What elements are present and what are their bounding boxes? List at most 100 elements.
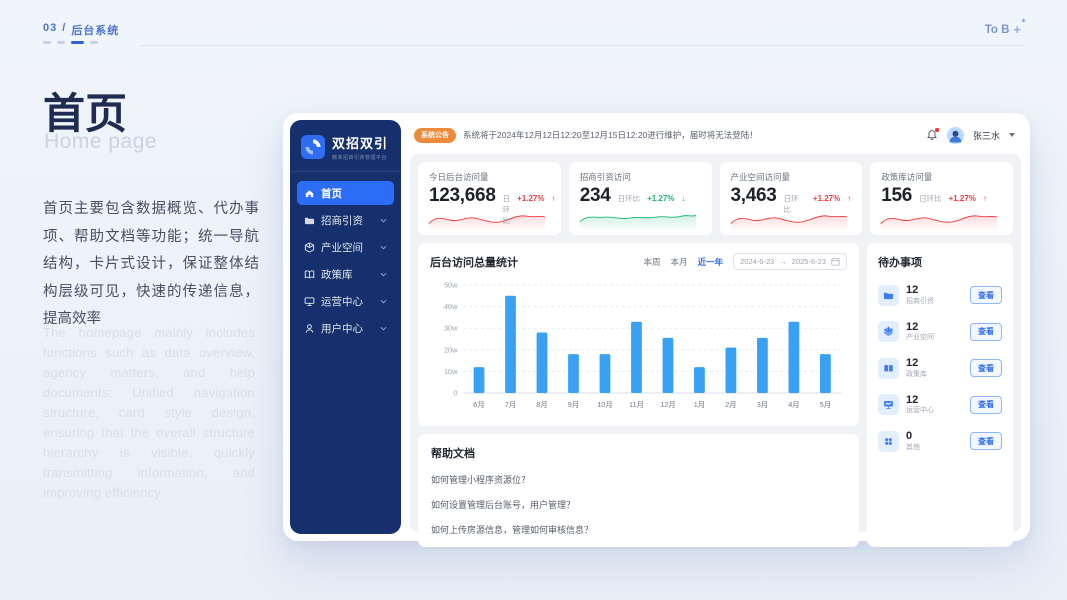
todo-row-operation: 12 运营中心 查看: [878, 394, 1002, 417]
todo-row-other: 0 其他 查看: [878, 430, 1002, 453]
chevron-down-icon: [380, 218, 387, 223]
sidebar: 双招双引 精准招商引资管理平台 首页 招商引资 产业空间 政策库: [290, 120, 401, 534]
stat-value: 234: [579, 185, 611, 206]
y-tick-label: 50w: [444, 280, 458, 289]
pagination-dash[interactable]: [57, 41, 65, 44]
monitor-icon: [304, 296, 315, 306]
nav-label: 政策库: [321, 268, 353, 281]
notification-bell-icon[interactable]: [926, 128, 939, 141]
stat-card-investment-visits[interactable]: 招商引资访问 234 日环比 +1.27% ↓: [568, 162, 712, 235]
todo-label: 产业空间: [906, 334, 934, 342]
bar: [725, 347, 737, 393]
chart-card: 后台访问总量统计 本周 本月 近一年 2024-6-23 → 2025-6-23: [418, 243, 859, 426]
bar-chart: 0 10w 20w 30w 40w 50w 6月 7月 8月 9月 10月 11月 12月 1月 2月 3月 4…: [444, 280, 842, 409]
view-button[interactable]: 查看: [970, 432, 1002, 451]
nav-label: 招商引资: [321, 214, 363, 227]
stat-value: 3,463: [730, 185, 777, 206]
y-tick-label: 10w: [444, 367, 458, 376]
help-item[interactable]: 如何上传房源信息，管理如何审核信息？: [431, 525, 594, 535]
stat-delta: +1.27%: [517, 194, 545, 203]
pagination-dash[interactable]: [90, 41, 98, 44]
view-button[interactable]: 查看: [970, 359, 1002, 378]
y-tick-label: 30w: [444, 324, 458, 333]
sidebar-item-investment[interactable]: 招商引资: [297, 208, 394, 232]
stat-label: 产业空间访问量: [730, 172, 791, 182]
calendar-icon: [831, 257, 840, 266]
sidebar-item-home[interactable]: 首页: [297, 181, 394, 205]
x-tick-label: 5月: [820, 400, 831, 409]
stat-value: 123,668: [429, 185, 496, 206]
folder-icon: [304, 217, 315, 224]
stat-card-backend-visits[interactable]: 今日后台访问量 123,668 日环比 +1.27% ↑: [418, 162, 561, 235]
pagination-dash-active[interactable]: [71, 41, 84, 44]
stat-compare-label: 日环比: [617, 194, 641, 203]
stat-delta: +1.27%: [812, 194, 841, 203]
x-tick-label: 12月: [660, 400, 675, 409]
x-tick-label: 1月: [694, 400, 705, 409]
chart-title: 后台访问总量统计: [430, 256, 518, 269]
help-title: 帮助文档: [431, 448, 475, 460]
app-header: 系统公告 系统将于2024年12月12日12:20至12月15日12:20进行维…: [408, 120, 1023, 150]
trend-arrow-icon: ↓: [681, 194, 686, 203]
book-icon: [304, 270, 315, 279]
sparkline-red: [880, 215, 998, 231]
todo-title: 待办事项: [878, 257, 922, 269]
corner-label: To B +: [984, 18, 1027, 37]
x-tick-label: 2月: [725, 400, 736, 409]
todo-label: 运营中心: [906, 407, 934, 415]
brand-block: 双招双引 精准招商引资管理平台: [290, 120, 401, 172]
brand-logo-icon: [301, 135, 325, 159]
bar: [505, 295, 516, 393]
caret-down-icon[interactable]: [1009, 133, 1015, 137]
stat-label: 今日后台访问量: [429, 172, 489, 182]
tab-this-month[interactable]: 本月: [670, 256, 688, 267]
trend-arrow-icon: ↑: [551, 194, 556, 203]
breadcrumb-label: 后台系统: [71, 25, 120, 37]
content-area: 今日后台访问量 123,668 日环比 +1.27% ↑ 招商引资访问: [410, 154, 1021, 547]
nav-label: 首页: [321, 187, 342, 200]
bar: [599, 354, 611, 393]
todo-label: 政策库: [906, 370, 927, 378]
username[interactable]: 张三水: [972, 130, 1000, 141]
main-area: 系统公告 系统将于2024年12月12日12:20至12月15日12:20进行维…: [408, 120, 1023, 547]
x-tick-label: 10月: [597, 400, 612, 409]
sidebar-item-operation-center[interactable]: 运营中心: [297, 289, 394, 313]
tab-this-week[interactable]: 本周: [643, 256, 661, 267]
home-icon: [305, 189, 314, 197]
description-english: The homepage mainly includes functions s…: [43, 325, 255, 500]
stat-card-industry-space-visits[interactable]: 产业空间访问量 3,463 日环比 +1.27% ↑: [719, 162, 863, 235]
brand-tagline: 精准招商引资管理平台: [332, 155, 388, 161]
stat-delta: +1.27%: [647, 194, 675, 203]
avatar[interactable]: [946, 126, 964, 144]
book-icon: [878, 357, 899, 379]
corner-text: To B: [984, 23, 1010, 36]
x-tick-label: 11月: [629, 400, 644, 409]
sidebar-item-industry-space[interactable]: 产业空间: [297, 235, 394, 259]
bar: [473, 367, 485, 393]
sparkline-red: [428, 215, 546, 231]
bar: [536, 332, 548, 393]
nav-label: 用户中心: [321, 322, 363, 335]
todo-count: 0: [906, 430, 913, 442]
page-title: 首页: [43, 90, 128, 137]
view-button[interactable]: 查看: [970, 395, 1002, 414]
help-item[interactable]: 如何设置管理后台账号，用户管理？: [431, 500, 576, 510]
pagination-dash[interactable]: [43, 41, 51, 44]
help-item[interactable]: 如何管理小程序资源位？: [431, 475, 531, 485]
x-tick-label: 4月: [788, 400, 799, 409]
view-button[interactable]: 查看: [970, 322, 1002, 341]
bar: [757, 337, 768, 393]
x-tick-label: 7月: [505, 400, 516, 409]
grid-dots-icon: [878, 430, 899, 452]
view-button[interactable]: 查看: [970, 286, 1002, 305]
stat-compare-label: 日环比: [919, 194, 942, 203]
y-tick-label: 40w: [444, 302, 458, 311]
page-subtitle: Home page: [44, 130, 158, 153]
date-range-picker[interactable]: 2024-6-23 → 2025-6-23: [733, 253, 847, 270]
tab-past-year[interactable]: 近一年: [697, 256, 724, 267]
user-icon: [305, 323, 314, 333]
sidebar-item-user-center[interactable]: 用户中心: [297, 316, 394, 340]
stat-card-policy-visits[interactable]: 政策库访问量 156 日环比 +1.27% ↑: [870, 162, 1013, 235]
sidebar-item-policy-library[interactable]: 政策库: [297, 262, 394, 286]
stat-value: 156: [881, 185, 913, 206]
